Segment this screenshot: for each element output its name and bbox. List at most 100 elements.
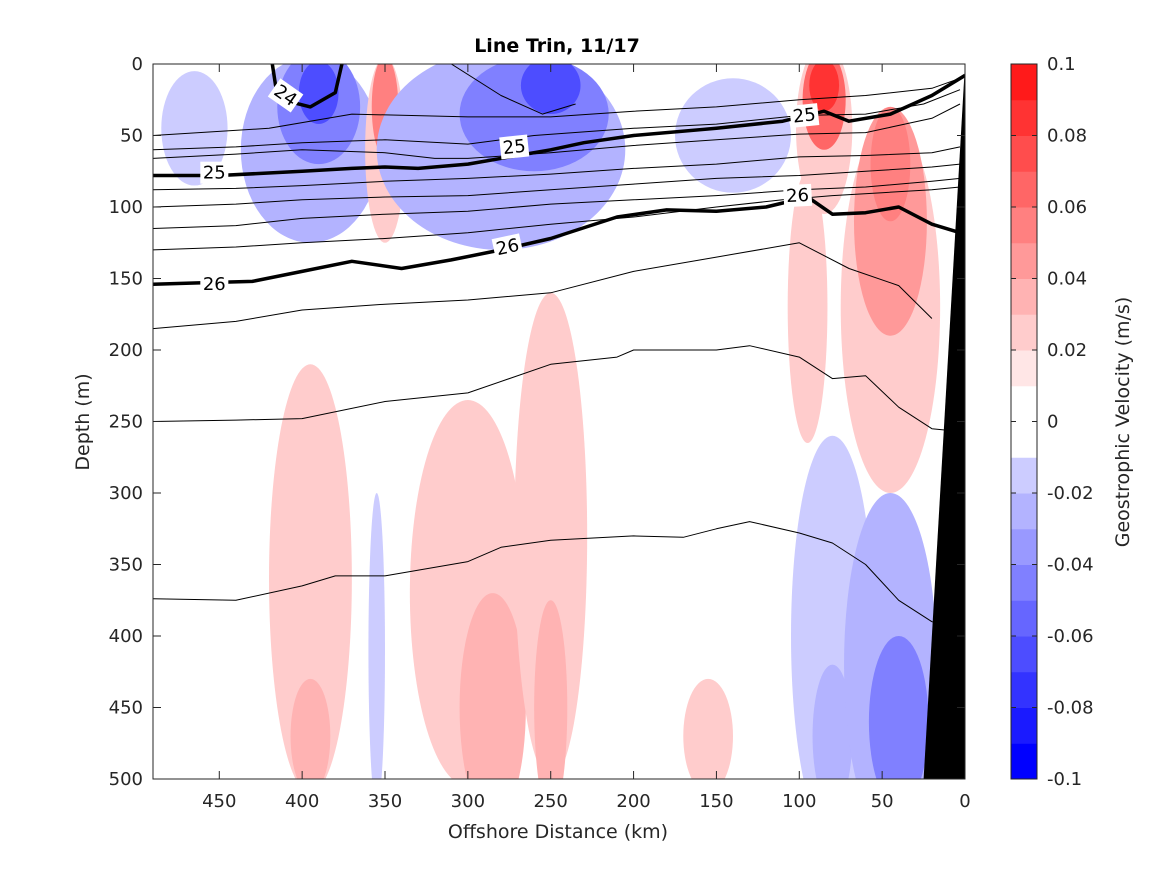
- colorbar-band: [1011, 564, 1037, 601]
- y-tick-label: 200: [109, 340, 143, 361]
- x-tick-label: 400: [285, 791, 319, 812]
- y-axis-ticks: 0 50 100 150 200 250 300 350 400 450 500: [109, 54, 965, 790]
- colorbar-tick-label: -0.02: [1047, 483, 1094, 504]
- contour-label-background-1: [200, 161, 229, 184]
- chart-title: Line Trin, 11/17: [474, 35, 640, 57]
- y-axis-label: Depth (m): [72, 373, 94, 470]
- velocity-region-24: [683, 678, 733, 779]
- y-tick-label: 450: [109, 698, 143, 719]
- contour-label-4: 26: [203, 274, 226, 295]
- x-tick-label: 250: [534, 791, 568, 812]
- velocity-region-17: [269, 364, 352, 779]
- colorbar-band: [1011, 671, 1037, 708]
- colorbar-band: [1011, 135, 1037, 172]
- shelf-topography: [923, 64, 965, 779]
- contour-label-background-2: [499, 134, 530, 160]
- colorbar-tick-label: -0.1: [1047, 769, 1082, 790]
- y-tick-label: 500: [109, 769, 143, 790]
- contour-label-3: 25: [792, 104, 817, 127]
- x-tick-label: 300: [451, 791, 485, 812]
- y-tick-label: 150: [109, 269, 143, 290]
- colorbar-band: [1011, 171, 1037, 208]
- contour-label-2: 25: [502, 136, 527, 159]
- colorbar-band: [1011, 242, 1037, 279]
- velocity-region-19: [368, 493, 385, 779]
- colorbar-tick-label: 0.06: [1047, 197, 1087, 218]
- colorbar-tick-label: -0.04: [1047, 555, 1094, 576]
- colorbar-band: [1011, 457, 1037, 494]
- colorbar-band: [1011, 314, 1037, 351]
- velocity-region-23: [534, 600, 568, 779]
- colorbar-tick-label: 0.02: [1047, 340, 1087, 361]
- x-axis-ticks: 450 400 350 300 250 200 150 100 50 0: [202, 64, 971, 812]
- x-axis-label: Offshore Distance (km): [448, 821, 668, 843]
- velocity-region-26: [812, 664, 853, 779]
- contour-label-background-4: [200, 273, 229, 296]
- velocity-region-13: [809, 64, 840, 112]
- colorbar-band: [1011, 743, 1037, 780]
- colorbar-band: [1011, 385, 1037, 422]
- density-contour-line-10: [153, 186, 961, 251]
- density-contour-26-9: [153, 195, 961, 286]
- contour-label-1: 25: [203, 163, 226, 184]
- density-contour-line-3: [153, 89, 961, 151]
- density-contour-line-11: [153, 242, 933, 330]
- colorbar-band: [1011, 64, 1037, 101]
- x-tick-label: 150: [699, 791, 733, 812]
- x-tick-label: 50: [871, 791, 894, 812]
- y-tick-label: 0: [132, 54, 143, 75]
- colorbar-tick-label: -0.08: [1047, 698, 1094, 719]
- velocity-region-8: [520, 64, 581, 115]
- density-contour-line-5: [153, 103, 961, 159]
- x-tick-label: 100: [782, 791, 816, 812]
- colorbar-band: [1011, 350, 1037, 387]
- density-contours: [153, 64, 965, 630]
- colorbar: 0.1 0.08 0.06 0.04 0.02 0 -0.02 -0.04 -0.06 -0.08…: [1010, 54, 1094, 790]
- density-contour-line-13: [153, 521, 961, 630]
- contour-label-6: 26: [786, 185, 810, 207]
- density-contour-line-7: [153, 163, 961, 208]
- density-contour-line-1: [451, 64, 576, 115]
- y-tick-label: 400: [109, 626, 143, 647]
- colorbar-tick-label: -0.06: [1047, 626, 1094, 647]
- colorbar-band: [1011, 99, 1037, 136]
- density-contour-line-2: [153, 77, 961, 136]
- colorbar-ticks: 0.1 0.08 0.06 0.04 0.02 0 -0.02 -0.04 -0.06 -0.08…: [1011, 54, 1094, 790]
- colorbar-tick-label: 0.1: [1047, 54, 1076, 75]
- x-tick-label: 0: [959, 791, 970, 812]
- colorbar-band: [1011, 493, 1037, 530]
- colorbar-band: [1011, 600, 1037, 637]
- y-tick-label: 350: [109, 555, 143, 576]
- contour-label-background-0: [267, 78, 304, 113]
- density-contour-line-12: [153, 345, 961, 432]
- contour-label-background-5: [491, 233, 524, 261]
- contour-label-background-6: [783, 183, 813, 208]
- y-tick-label: 50: [120, 126, 143, 147]
- colorbar-tick-label: 0.04: [1047, 269, 1087, 290]
- density-contour-line-8: [153, 177, 961, 229]
- contour-label-background-3: [789, 103, 820, 128]
- colorbar-band: [1011, 421, 1037, 458]
- contour-label-5: 26: [494, 235, 521, 260]
- colorbar-tick-label: 0.08: [1047, 126, 1087, 147]
- colorbar-band: [1011, 636, 1037, 673]
- density-contour-25-4: [153, 73, 965, 178]
- velocity-region-3: [298, 64, 339, 125]
- colorbar-bands: [1011, 64, 1037, 780]
- velocity-region-9: [675, 78, 791, 193]
- velocity-region-22: [514, 292, 588, 779]
- velocity-region-21: [459, 593, 526, 779]
- colorbar-band: [1011, 707, 1037, 744]
- y-tick-label: 300: [109, 483, 143, 504]
- colorbar-band: [1011, 278, 1037, 315]
- x-tick-label: 200: [616, 791, 650, 812]
- x-tick-label: 350: [368, 791, 402, 812]
- velocity-region-28: [868, 636, 929, 779]
- colorbar-tick-label: 0: [1047, 412, 1058, 433]
- colorbar-label: Geostrophic Velocity (m/s): [1112, 297, 1134, 547]
- y-tick-label: 250: [109, 412, 143, 433]
- colorbar-band: [1011, 207, 1037, 244]
- velocity-region-10: [787, 171, 828, 443]
